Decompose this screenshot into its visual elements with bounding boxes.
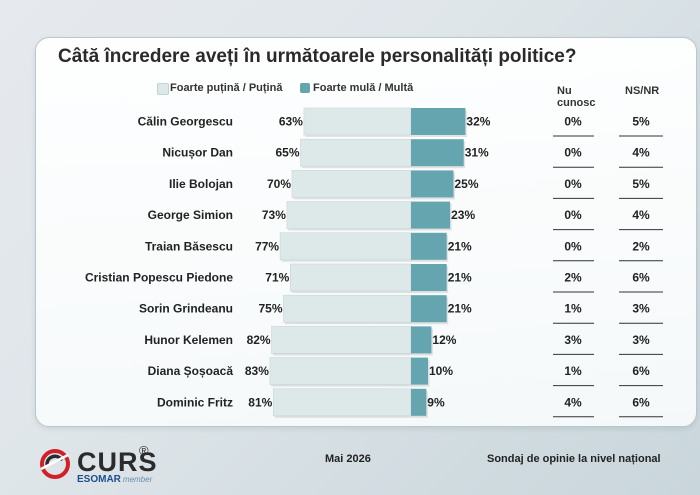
category-label: Traian Băsescu bbox=[145, 239, 233, 253]
value-nu-cunosc: 0% bbox=[564, 146, 582, 160]
bar-low bbox=[300, 138, 412, 167]
value-nu-cunosc: 3% bbox=[564, 333, 582, 347]
legend-label-high: Foarte mulă / Multă bbox=[313, 82, 414, 94]
data-label-high: 21% bbox=[448, 271, 472, 285]
bar-high bbox=[411, 326, 432, 354]
data-label-low: 82% bbox=[247, 333, 271, 347]
data-label-low: 77% bbox=[255, 239, 279, 253]
data-label-low: 73% bbox=[262, 208, 286, 222]
bar-high bbox=[411, 170, 454, 198]
bar-high bbox=[411, 232, 447, 260]
category-label: Nicușor Dan bbox=[162, 146, 233, 160]
bar-low bbox=[271, 326, 412, 354]
data-label-high: 21% bbox=[448, 302, 472, 316]
category-label: Ilie Bolojan bbox=[169, 177, 233, 191]
value-nu-cunosc: 1% bbox=[564, 302, 582, 316]
value-nsnr: 3% bbox=[632, 302, 650, 316]
value-nsnr: 5% bbox=[632, 115, 650, 129]
category-label: George Simion bbox=[148, 208, 233, 222]
bar-high bbox=[411, 295, 447, 323]
value-nu-cunosc: 0% bbox=[564, 208, 582, 222]
category-label: Cristian Popescu Piedone bbox=[85, 271, 233, 285]
chart-title: Câtă încredere aveți în următoarele pers… bbox=[58, 46, 577, 67]
bar-low bbox=[286, 201, 412, 229]
bar-low bbox=[272, 388, 412, 417]
legend-swatch-low bbox=[157, 83, 169, 95]
column-header-nu-cunosc: Nu cunosc bbox=[557, 85, 596, 109]
value-nsnr: 6% bbox=[632, 271, 650, 285]
data-label-low: 70% bbox=[267, 177, 291, 191]
bar-low bbox=[269, 357, 412, 385]
data-label-low: 65% bbox=[275, 146, 299, 160]
value-nsnr: 6% bbox=[632, 395, 650, 409]
bar-low bbox=[291, 170, 412, 198]
data-label-low: 75% bbox=[258, 302, 282, 316]
value-nsnr: 4% bbox=[632, 208, 650, 222]
column-header-nsnr: NS/NR bbox=[625, 85, 660, 97]
bar-low bbox=[303, 107, 412, 136]
legend-swatch-high bbox=[300, 83, 310, 93]
value-nu-cunosc: 0% bbox=[564, 115, 582, 129]
category-label: Diana Șoșoacă bbox=[148, 364, 234, 378]
data-label-low: 81% bbox=[248, 395, 272, 409]
data-label-low: 83% bbox=[245, 364, 269, 378]
bar-high bbox=[411, 108, 466, 135]
esomar-badge: ESOMAR member bbox=[77, 474, 152, 485]
column-header-nu-cunosc-line1: Nu bbox=[557, 85, 572, 97]
data-label-high: 31% bbox=[465, 146, 489, 160]
data-label-high: 12% bbox=[432, 333, 456, 347]
legend-label-low: Foarte puțină / Puțină bbox=[170, 82, 283, 94]
value-nsnr: 2% bbox=[632, 239, 650, 253]
data-label-high: 23% bbox=[451, 208, 475, 222]
data-label-low: 63% bbox=[279, 115, 303, 129]
value-nu-cunosc: 0% bbox=[564, 239, 582, 253]
value-nsnr: 4% bbox=[632, 146, 650, 160]
bar-low bbox=[289, 263, 412, 292]
bar-high bbox=[411, 201, 451, 229]
bar-high bbox=[411, 357, 428, 385]
footer-source: Sondaj de opinie la nivel național bbox=[487, 453, 661, 465]
footer-date: Mai 2026 bbox=[325, 453, 371, 465]
category-label: Sorin Grindeanu bbox=[139, 302, 233, 316]
value-nu-cunosc: 1% bbox=[564, 364, 582, 378]
data-label-low: 71% bbox=[265, 271, 289, 285]
value-nsnr: 6% bbox=[632, 364, 650, 378]
category-label: Călin Georgescu bbox=[138, 115, 233, 129]
registered-mark: ® bbox=[139, 443, 149, 458]
value-nu-cunosc: 0% bbox=[564, 177, 582, 191]
data-label-high: 21% bbox=[448, 239, 472, 253]
bar-low bbox=[279, 232, 412, 261]
value-nsnr: 5% bbox=[632, 177, 650, 191]
bar-high bbox=[411, 264, 447, 291]
curs-logo-text: CURS bbox=[77, 447, 158, 477]
value-nu-cunosc: 4% bbox=[564, 395, 582, 409]
bar-low bbox=[283, 294, 412, 323]
bar-high bbox=[411, 139, 464, 167]
value-nsnr: 3% bbox=[632, 333, 650, 347]
data-label-high: 32% bbox=[466, 115, 490, 129]
category-label: Hunor Kelemen bbox=[144, 333, 233, 347]
bar-high bbox=[411, 388, 427, 416]
curs-logo-icon bbox=[40, 449, 70, 479]
esomar-member-label: member bbox=[122, 475, 153, 484]
column-header-nu-cunosc-line2: cunosc bbox=[557, 97, 596, 109]
data-label-high: 9% bbox=[427, 395, 445, 409]
data-label-high: 25% bbox=[455, 177, 479, 191]
category-label: Dominic Fritz bbox=[157, 395, 233, 409]
esomar-label: ESOMAR bbox=[77, 474, 121, 485]
value-nu-cunosc: 2% bbox=[564, 271, 582, 285]
data-label-high: 10% bbox=[429, 364, 453, 378]
